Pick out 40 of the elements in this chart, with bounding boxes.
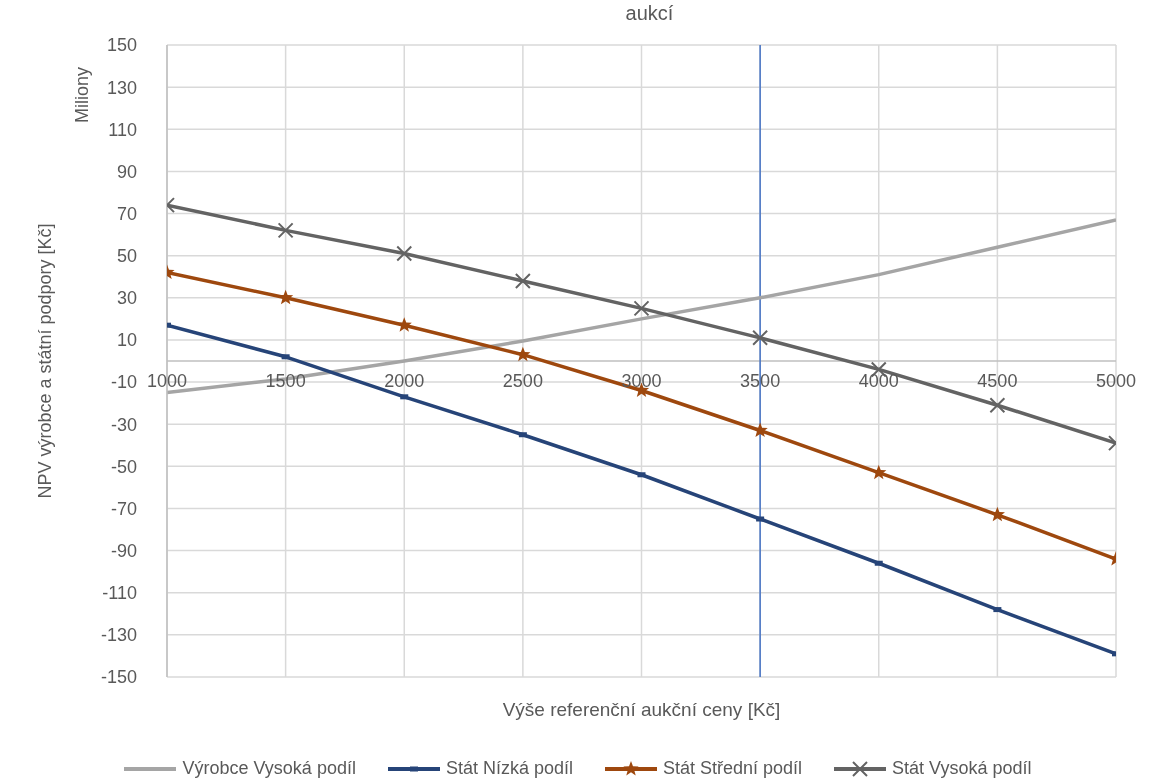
y-tick-label: -10 [110, 372, 137, 393]
y-tick-label: -110 [102, 583, 137, 604]
y-tick-label: -30 [110, 414, 137, 435]
y-tick-label: 110 [108, 119, 137, 140]
point [396, 317, 412, 332]
y-axis-title: NPV výrobce a státní podpory [Kč] [34, 223, 56, 499]
point [989, 397, 1006, 414]
x-axis-title: Výše referenční aukční ceny [Kč] [502, 699, 781, 720]
y-tick-label: 10 [116, 330, 137, 351]
point [633, 300, 650, 317]
x-tick-label: 1500 [265, 371, 306, 391]
chart-title: aukcí [624, 2, 675, 25]
y-tick-label: -90 [110, 540, 137, 561]
x-tick-label: 1000 [146, 371, 188, 391]
point [277, 222, 294, 239]
x-tick-label: 2000 [384, 371, 425, 391]
y-tick-label: 130 [106, 77, 137, 98]
y-tick-label: -70 [110, 498, 137, 519]
y-tick-label: -150 [100, 667, 137, 688]
y-tick-label: 90 [116, 161, 137, 182]
point [752, 329, 769, 346]
y-tick-label: -130 [100, 625, 137, 646]
text: Miliony [71, 66, 93, 124]
point [396, 245, 413, 262]
y-tick-label: -50 [110, 456, 137, 477]
legend-label: Stát Nízká podíl [445, 758, 573, 779]
x-tick-label: 4500 [977, 371, 1018, 391]
legend-label: Stát Vysoká podíl [892, 758, 1032, 779]
y-tick-label: 50 [116, 246, 137, 267]
legend-label: Stát Střední podíl [663, 758, 803, 779]
point [514, 272, 531, 289]
x-tick-label: 2500 [502, 371, 543, 391]
legend-label: Výrobce Vysoká podíl [182, 758, 356, 779]
y-tick-label: 70 [116, 203, 137, 224]
x-tick-label: 5000 [1095, 371, 1137, 391]
x-tick-label: 4000 [858, 371, 899, 391]
y-tick-label: 30 [116, 288, 137, 309]
point [871, 464, 887, 480]
y-tick-label: 150 [106, 35, 137, 56]
x-tick-label: 3000 [621, 371, 662, 391]
